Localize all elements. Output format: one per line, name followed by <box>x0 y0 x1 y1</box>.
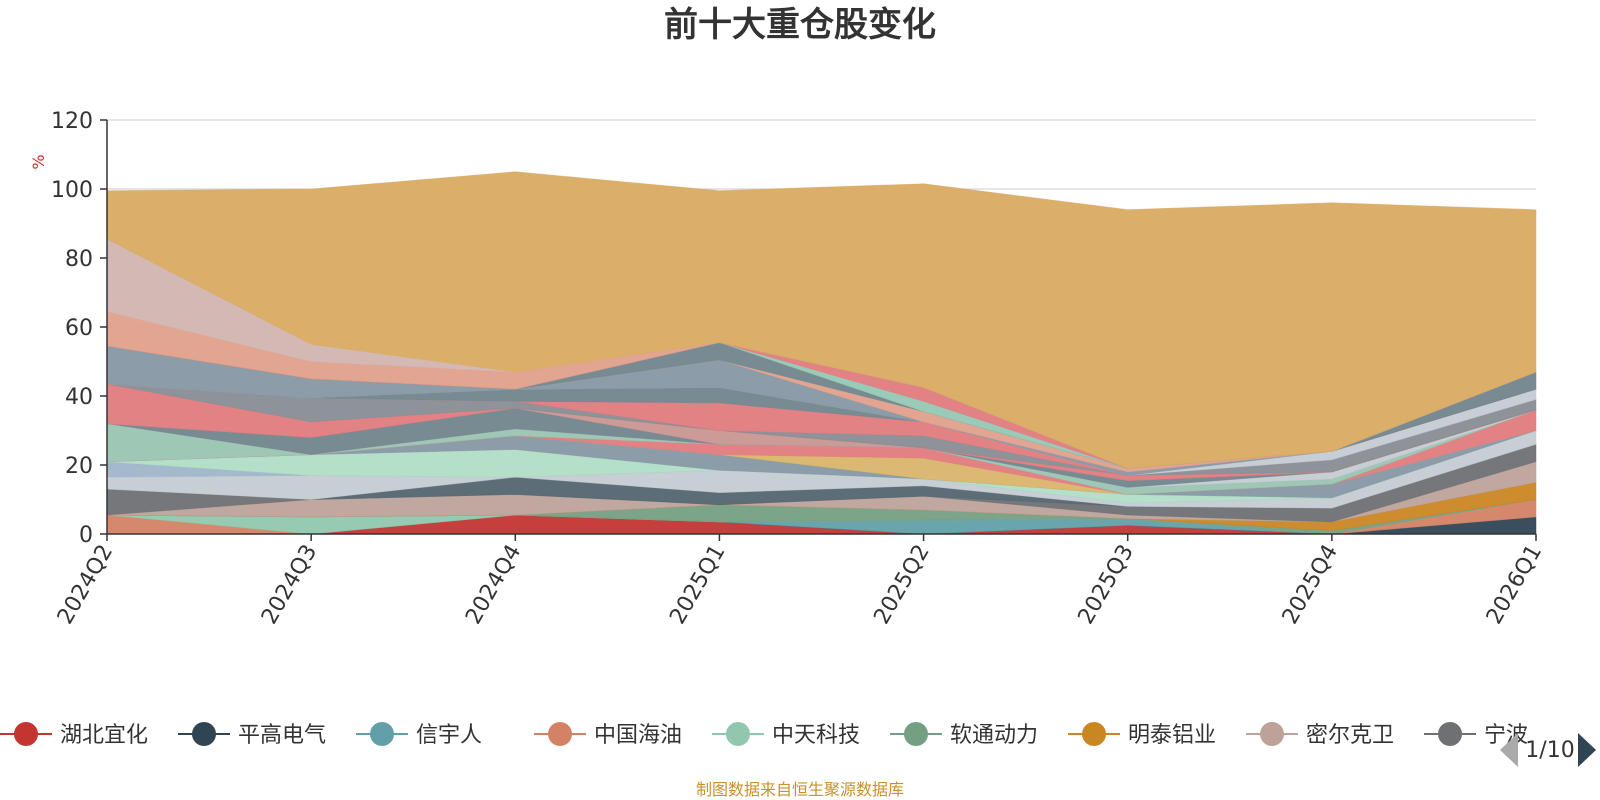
legend-item[interactable]: 软通动力 <box>890 722 1038 748</box>
legend-label: 湖北宜化 <box>60 723 148 748</box>
x-tick-label: 2025Q2 <box>869 541 934 629</box>
y-tick-label: 0 <box>79 523 93 548</box>
area-series-34 <box>106 171 1537 469</box>
legend-item[interactable]: 明泰铝业 <box>1068 722 1216 748</box>
chart-title: 前十大重仓股变化 <box>664 5 936 45</box>
x-tick-label: 2025Q3 <box>1074 541 1139 629</box>
y-tick-label: 40 <box>65 385 93 410</box>
legend-label: 明泰铝业 <box>1128 723 1216 748</box>
legend-next-icon[interactable] <box>1578 733 1596 767</box>
x-tick-label: 2024Q4 <box>461 541 526 629</box>
legend-item[interactable]: 中国海油 <box>534 722 682 748</box>
legend-marker-icon <box>1438 722 1462 746</box>
y-tick-label: 120 <box>51 109 93 134</box>
legend: 湖北宜化 平高电气 信宇人 中国海油 中天科技 软通动力 明泰铝业 密尔克卫 宁波 <box>0 722 1528 748</box>
legend-label: 中天科技 <box>772 723 860 748</box>
x-tick-label: 2025Q4 <box>1278 541 1343 629</box>
legend-marker-icon <box>726 722 750 746</box>
y-tick-label: 60 <box>65 316 93 341</box>
legend-item[interactable]: 信宇人 <box>356 722 482 748</box>
y-tick-label: 80 <box>65 247 93 272</box>
legend-label: 信宇人 <box>416 723 482 748</box>
legend-label: 软通动力 <box>950 723 1038 748</box>
legend-marker-icon <box>370 722 394 746</box>
legend-marker-icon <box>14 722 38 746</box>
legend-marker-icon <box>904 722 928 746</box>
legend-item[interactable]: 密尔克卫 <box>1246 722 1394 748</box>
area-series <box>106 171 1537 535</box>
x-tick-label: 2025Q1 <box>665 541 730 629</box>
legend-item[interactable]: 平高电气 <box>178 722 326 748</box>
legend-marker-icon <box>192 722 216 746</box>
x-tick-label: 2026Q1 <box>1482 541 1547 629</box>
legend-label: 中国海油 <box>594 723 682 748</box>
legend-item[interactable]: 湖北宜化 <box>0 722 148 748</box>
legend-page-indicator: 1/10 <box>1525 738 1574 763</box>
y-tick-label: 100 <box>51 178 93 203</box>
y-axis-unit: % <box>29 154 48 169</box>
data-source-note: 制图数据来自恒生聚源数据库 <box>696 780 904 799</box>
legend-prev-icon[interactable] <box>1500 733 1518 767</box>
legend-item[interactable]: 中天科技 <box>712 722 860 748</box>
x-tick-label: 2024Q2 <box>53 541 118 629</box>
legend-label: 平高电气 <box>238 723 326 748</box>
legend-label: 密尔克卫 <box>1306 723 1394 748</box>
legend-item[interactable]: 宁波 <box>1424 722 1528 748</box>
y-tick-label: 20 <box>65 454 93 479</box>
legend-label: 宁波 <box>1484 723 1528 748</box>
legend-marker-icon <box>1260 722 1284 746</box>
legend-pager: 1/10 <box>1500 733 1596 767</box>
x-tick-label: 2024Q3 <box>257 541 322 629</box>
legend-marker-icon <box>548 722 572 746</box>
legend-marker-icon <box>1082 722 1106 746</box>
